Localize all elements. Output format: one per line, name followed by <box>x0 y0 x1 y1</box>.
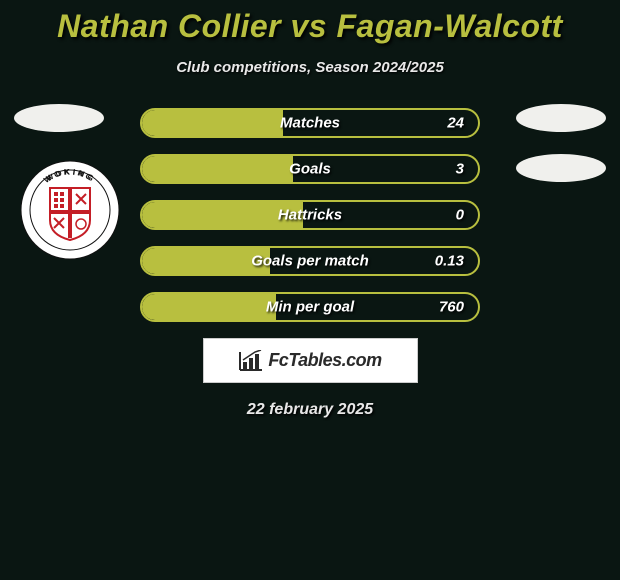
stat-label: Goals per match <box>251 253 369 270</box>
stat-row-matches: Matches 24 <box>140 108 480 138</box>
player-right-avatar-placeholder-2 <box>516 154 606 182</box>
date-line: 22 february 2025 <box>0 401 620 419</box>
page-title: Nathan Collier vs Fagan-Walcott <box>0 0 620 45</box>
stat-row-goals: Goals 3 <box>140 154 480 184</box>
subtitle: Club competitions, Season 2024/2025 <box>0 59 620 76</box>
stat-row-goals-per-match: Goals per match 0.13 <box>140 246 480 276</box>
player-left-avatar-placeholder <box>14 104 104 132</box>
stat-value: 0.13 <box>435 253 464 270</box>
club-crest: WOKING WOKING <box>20 160 120 260</box>
stat-value: 760 <box>439 299 464 316</box>
stat-row-hattricks: Hattricks 0 <box>140 200 480 230</box>
stat-label: Min per goal <box>266 299 354 316</box>
stat-label: Matches <box>280 115 340 132</box>
bar-chart-icon <box>238 350 264 372</box>
stat-bars: Matches 24 Goals 3 Hattricks 0 Goals per… <box>140 108 480 322</box>
brand-box[interactable]: FcTables.com <box>203 338 418 383</box>
stats-area: WOKING WOKING Matches 2 <box>0 108 620 419</box>
player-right-avatar-placeholder-1 <box>516 104 606 132</box>
stat-value: 0 <box>456 207 464 224</box>
brand-text: FcTables.com <box>268 350 381 371</box>
stat-label: Goals <box>289 161 331 178</box>
stat-label: Hattricks <box>278 207 342 224</box>
stat-fill <box>142 294 276 320</box>
stat-fill <box>142 110 283 136</box>
stat-row-min-per-goal: Min per goal 760 <box>140 292 480 322</box>
stat-value: 3 <box>456 161 464 178</box>
stat-value: 24 <box>447 115 464 132</box>
stat-fill <box>142 156 293 182</box>
